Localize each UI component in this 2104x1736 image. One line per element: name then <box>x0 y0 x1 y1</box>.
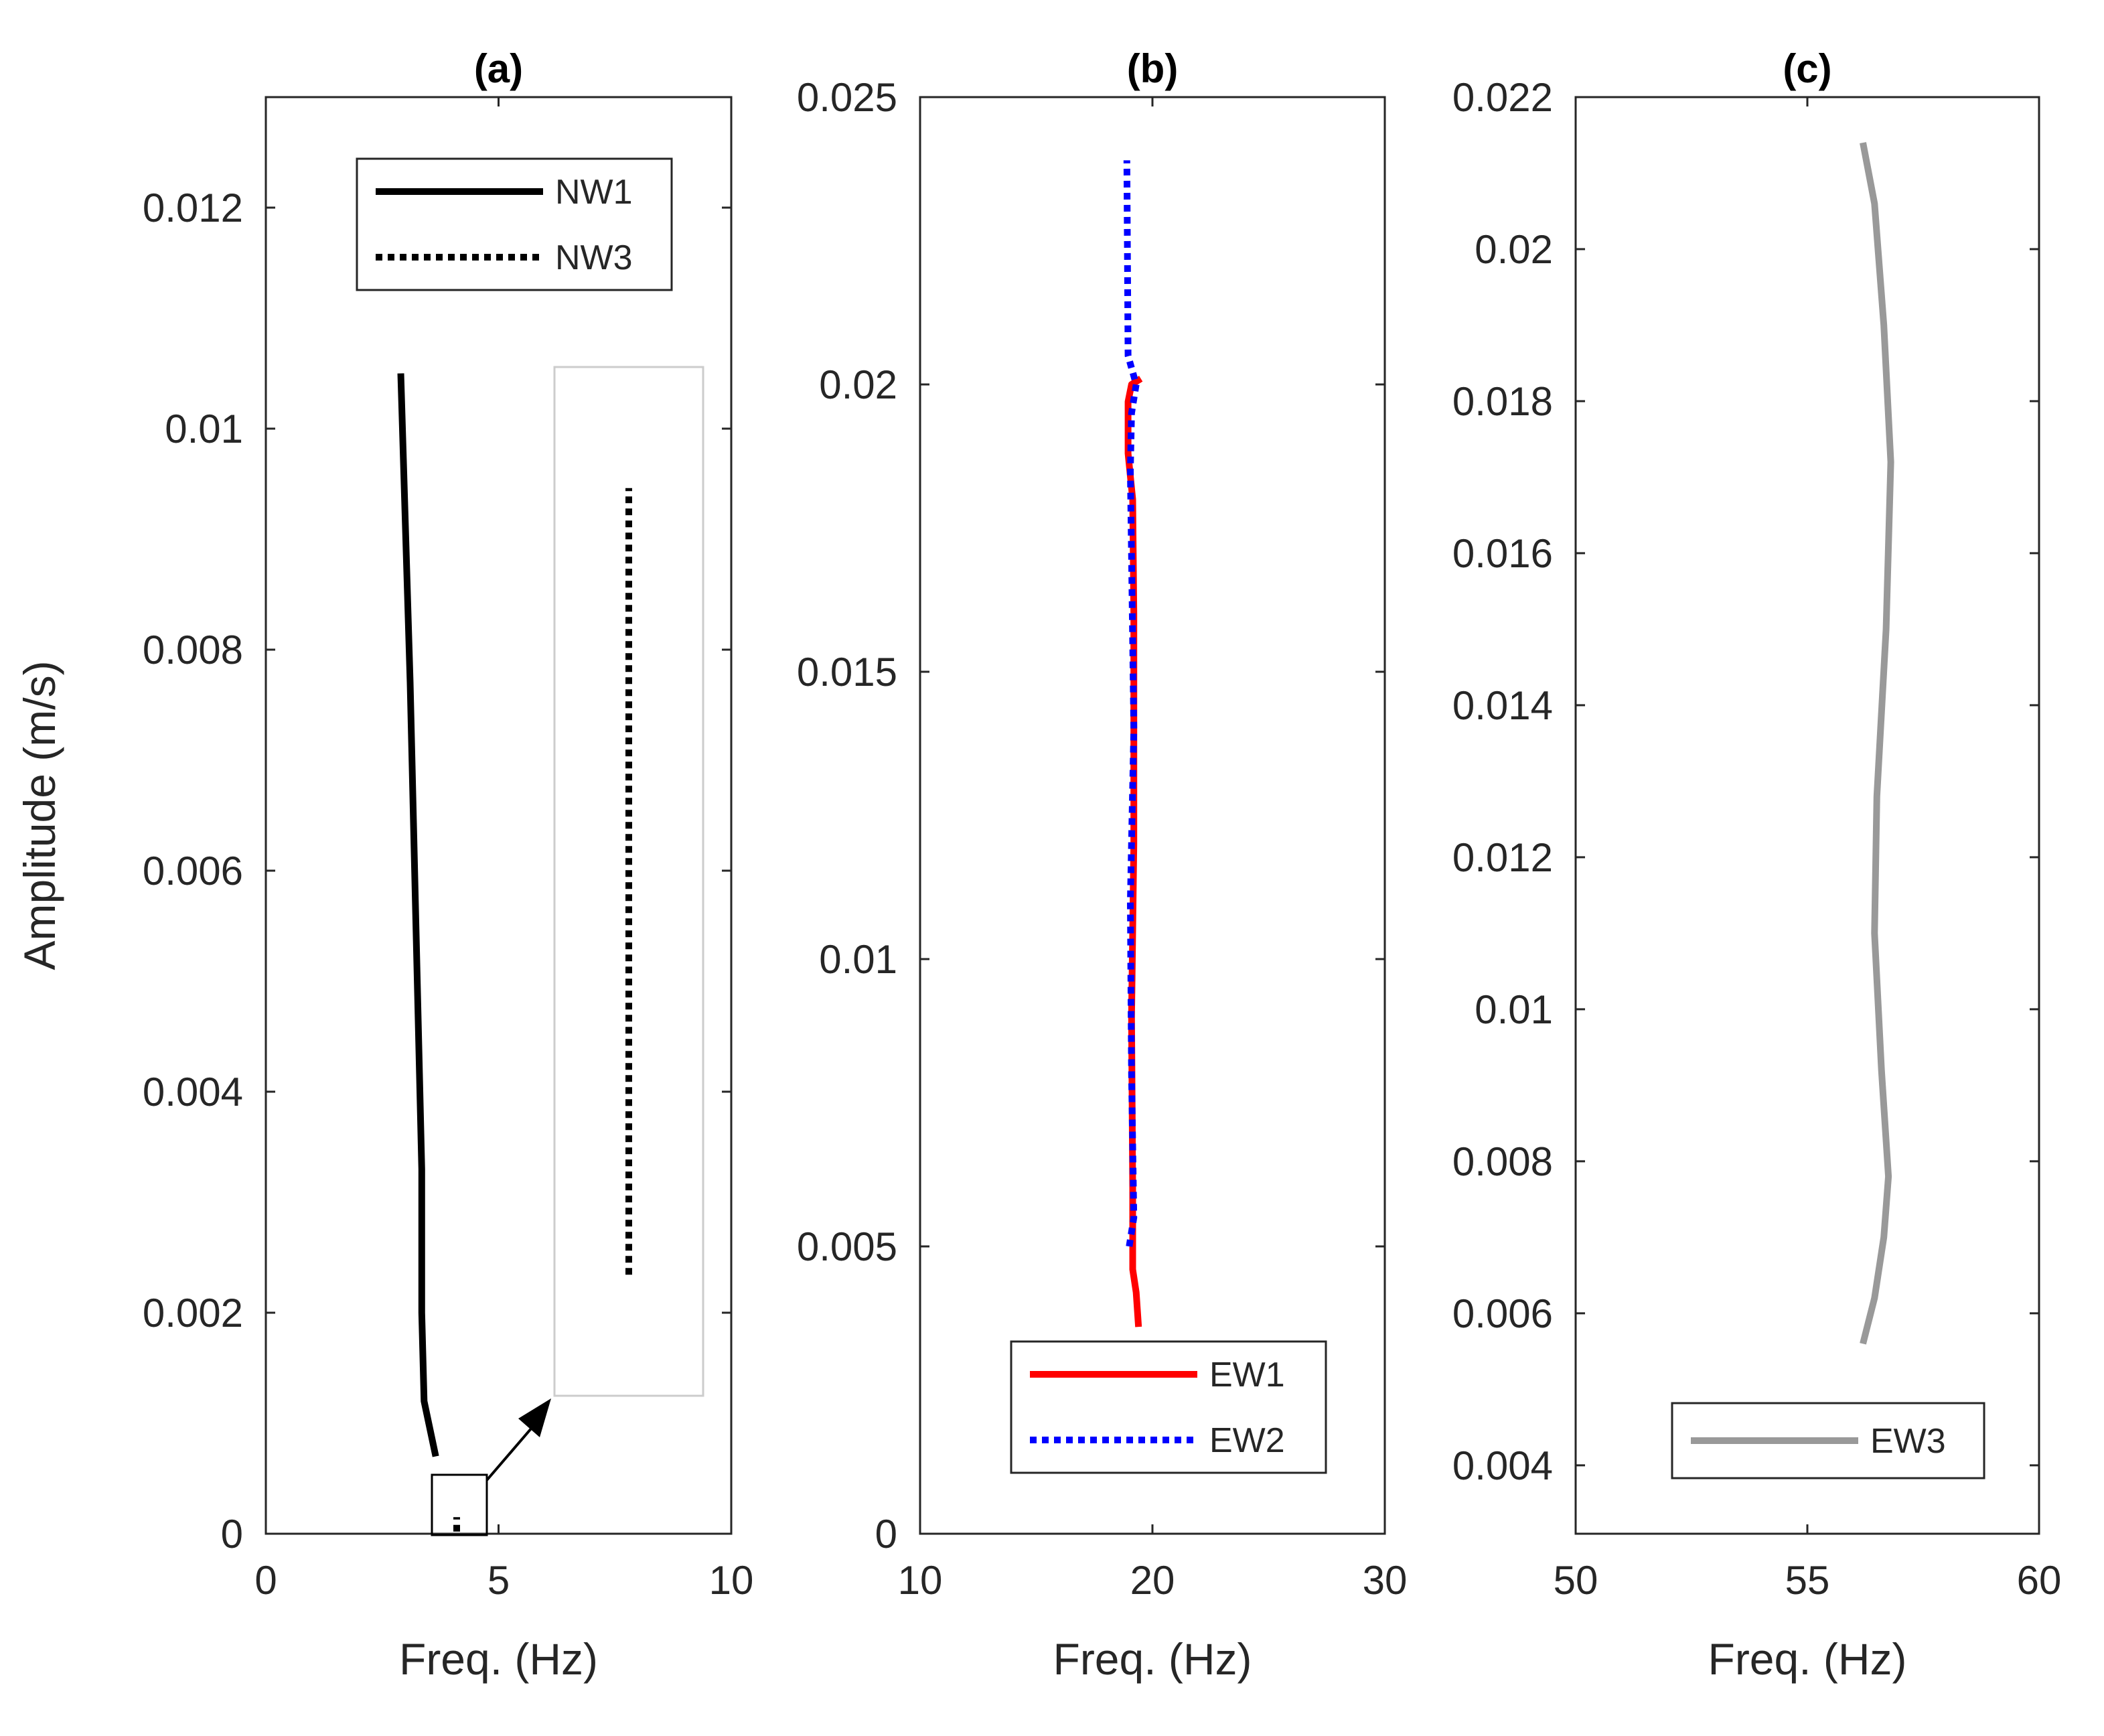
y-tick-label: 0.004 <box>143 1070 243 1114</box>
y-tick-label: 0.01 <box>165 407 243 451</box>
y-tick-label: 0.002 <box>143 1291 243 1335</box>
panel-c: 50 55 60 0.004 0.006 0.008 0.01 0.012 0.014 0.016… <box>1452 46 2062 1684</box>
y-tick-label: 0 <box>221 1512 243 1557</box>
y-axis-label: Amplitude (m/s) <box>15 660 64 970</box>
y-tick-label: 0.02 <box>1475 227 1553 272</box>
y-tick-label: 0.02 <box>819 362 897 407</box>
zoom-region-box <box>431 1473 488 1536</box>
x-axis-label: Freq. (Hz) <box>399 1634 598 1684</box>
x-axis-label: Freq. (Hz) <box>1708 1634 1907 1684</box>
legend-box <box>356 157 673 291</box>
y-tick-label: 0.022 <box>1452 75 1553 120</box>
y-tick-label: 0.006 <box>1452 1291 1553 1336</box>
y-tick-label: 0.008 <box>1452 1139 1553 1184</box>
x-tick-label: 5 <box>487 1558 510 1603</box>
axes-box <box>919 96 1386 1535</box>
y-tick-label: 0.014 <box>1452 683 1553 728</box>
y-tick-label: 0.01 <box>819 937 897 982</box>
y-tick-label: 0.012 <box>1452 835 1553 880</box>
y-tick-label: 0.016 <box>1452 531 1553 576</box>
legend-box <box>1010 1340 1327 1474</box>
x-tick-label: 60 <box>2017 1558 2062 1603</box>
series-ew2-line <box>1123 160 1140 1247</box>
panel-a: 0 5 10 0 0.002 0.004 0.006 0.008 0.01 0.012 (a) Fre… <box>15 46 753 1684</box>
axes-box <box>265 96 733 1535</box>
legend: NW1 NW3 <box>356 157 673 291</box>
y-tick-label: 0.012 <box>143 186 243 230</box>
x-tick-label: 0 <box>254 1558 277 1603</box>
legend-label-ew2: EW2 <box>1209 1421 1285 1460</box>
inset-box <box>553 366 704 1397</box>
axes-box <box>1574 96 2040 1535</box>
zoom-arrow <box>485 1422 537 1481</box>
series-nw1-line <box>397 373 439 1457</box>
legend-label-nw1: NW1 <box>555 173 633 212</box>
x-tick-label: 50 <box>1554 1558 1598 1603</box>
y-tick-label: 0.005 <box>797 1224 897 1269</box>
y-tick-label: 0.018 <box>1452 379 1553 424</box>
x-tick-label: 20 <box>1130 1558 1175 1603</box>
y-tick-label: 0.006 <box>143 849 243 893</box>
y-tick-label: 0.015 <box>797 650 897 695</box>
panel-title: (c) <box>1783 46 1831 91</box>
y-tick-label: 0.004 <box>1452 1443 1553 1488</box>
legend-label-ew3: EW3 <box>1870 1422 1946 1461</box>
x-axis-label: Freq. (Hz) <box>1053 1634 1252 1684</box>
panel-b: 10 20 30 0 0.005 0.01 0.015 0.02 0.025 (b) Freq. (… <box>797 46 1408 1684</box>
legend-label-ew1: EW1 <box>1209 1356 1285 1394</box>
series-ew3-line <box>1860 142 1894 1345</box>
legend: EW3 <box>1671 1402 1985 1479</box>
zoom-arrow-head <box>518 1398 551 1437</box>
legend: EW1 EW2 <box>1010 1340 1327 1474</box>
y-tick-label: 0.01 <box>1475 987 1553 1032</box>
x-tick-label: 10 <box>709 1558 754 1603</box>
y-tick-label: 0.025 <box>797 75 897 120</box>
panel-title: (b) <box>1127 46 1179 91</box>
panel-title: (a) <box>474 46 523 91</box>
series-ew1-line <box>1124 376 1143 1327</box>
x-tick-label: 10 <box>898 1558 943 1603</box>
y-tick-label: 0.008 <box>143 628 243 672</box>
x-tick-label: 55 <box>1785 1558 1830 1603</box>
legend-label-nw3: NW3 <box>555 238 633 277</box>
x-tick-label: 30 <box>1363 1558 1408 1603</box>
y-tick-label: 0 <box>875 1512 897 1557</box>
